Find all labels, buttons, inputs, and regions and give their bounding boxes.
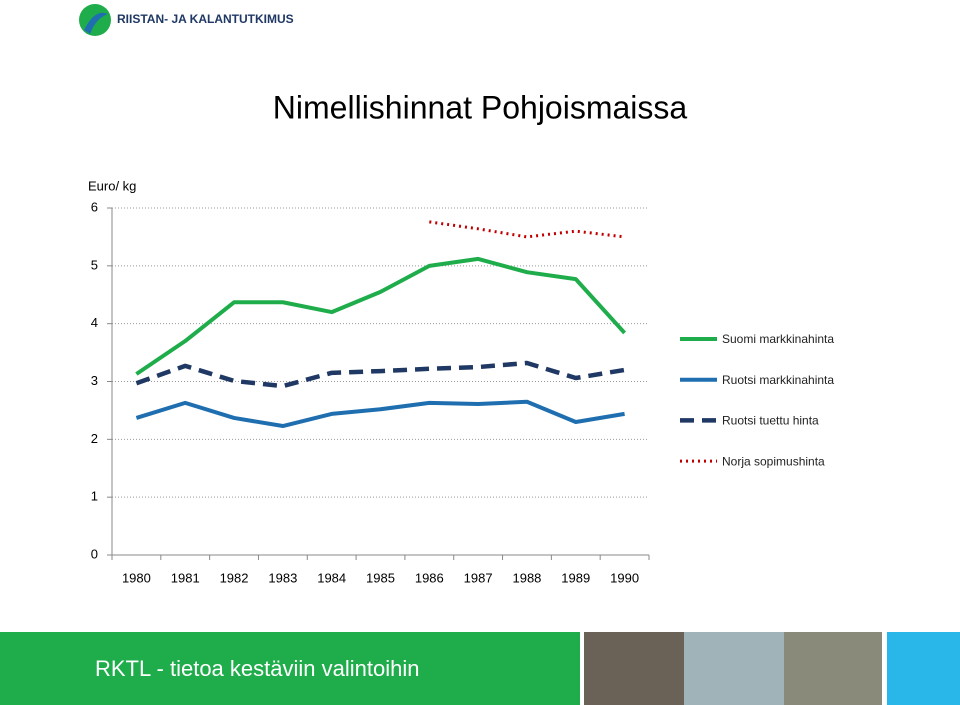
x-tick-label: 1986 [415, 570, 444, 585]
series-line [135, 399, 625, 429]
logo-text: RIISTAN- JA KALANTUTKIMUS [117, 12, 294, 26]
series-line [135, 360, 625, 389]
x-tick-label: 1982 [220, 570, 249, 585]
y-tick-label: 6 [91, 199, 98, 214]
y-tick-label: 5 [91, 257, 98, 272]
legend-label: Suomi markkinahinta [722, 332, 834, 346]
x-tick-label: 1984 [317, 570, 346, 585]
y-tick-label: 4 [91, 315, 98, 330]
x-tick-label: 1983 [268, 570, 297, 585]
y-axis-label: Euro/ kg [88, 178, 136, 193]
x-tick-label: 1988 [512, 570, 541, 585]
footer-photo [584, 632, 684, 705]
series-line [429, 220, 625, 239]
series-line [135, 256, 627, 376]
x-tick-label: 1981 [171, 570, 200, 585]
legend-label: Ruotsi markkinahinta [722, 373, 834, 387]
footer: RKTL - tietoa kestäviin valintoihin [0, 632, 960, 705]
x-tick-label: 1985 [366, 570, 395, 585]
footer-photo [684, 632, 784, 705]
footer-text: RKTL - tietoa kestäviin valintoihin [95, 656, 419, 681]
footer-accent [887, 632, 960, 705]
x-tick-label: 1980 [122, 570, 151, 585]
logo-icon-wave [84, 12, 108, 34]
y-tick-label: 1 [91, 489, 98, 504]
x-tick-label: 1989 [561, 570, 590, 585]
x-tick-label: 1990 [610, 570, 639, 585]
footer-photo [784, 632, 882, 705]
legend-label: Ruotsi tuettu hinta [722, 414, 819, 428]
y-tick-label: 3 [91, 373, 98, 388]
logo: RIISTAN- JA KALANTUTKIMUS [79, 4, 294, 36]
chart-title: Nimellishinnat Pohjoismaissa [273, 89, 688, 125]
footer-bar [0, 632, 580, 705]
x-tick-label: 1987 [464, 570, 493, 585]
legend-label: Norja sopimushinta [722, 454, 825, 468]
y-tick-label: 0 [91, 546, 98, 561]
y-tick-label: 2 [91, 431, 98, 446]
